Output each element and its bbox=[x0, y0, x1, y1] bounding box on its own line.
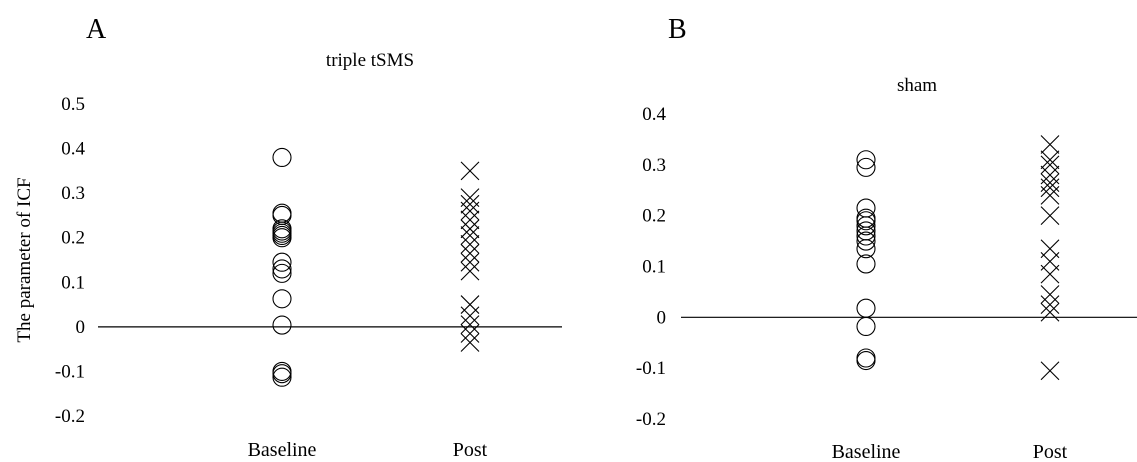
chart-a-point-circle bbox=[272, 252, 292, 272]
chart-b-point-x bbox=[1040, 178, 1060, 198]
chart-a-point-x bbox=[460, 333, 480, 352]
chart-b-panel-label: B bbox=[668, 14, 687, 45]
chart-a-point-circle bbox=[272, 367, 292, 387]
chart-b-point-circle bbox=[856, 211, 876, 231]
chart-b-point-x bbox=[1040, 285, 1060, 304]
chart-b-y-tick-label: 0 bbox=[657, 307, 667, 328]
chart-a-point-circle bbox=[272, 289, 292, 309]
chart-b-point-circle bbox=[856, 221, 876, 241]
chart-a-point-x bbox=[460, 315, 480, 335]
chart-a-y-tick-label: 0.5 bbox=[61, 94, 85, 115]
chart-b-point-circle bbox=[856, 150, 876, 170]
chart-b-category-label-baseline: Baseline bbox=[832, 441, 901, 462]
chart-b-point-x bbox=[1040, 264, 1060, 284]
chart-b-point-circle bbox=[856, 239, 876, 259]
chart-a-point-x bbox=[460, 252, 480, 272]
chart-a-y-tick-label: 0.1 bbox=[61, 272, 85, 293]
chart-b-point-x bbox=[1040, 135, 1060, 154]
chart-a-point-x bbox=[460, 226, 480, 245]
chart-b-y-tick-label: 0.4 bbox=[642, 104, 666, 125]
chart-a-y-tick-label: 0.2 bbox=[61, 228, 85, 249]
chart-a-category-label-post: Post bbox=[453, 439, 488, 461]
chart-a-point-x bbox=[460, 161, 480, 181]
chart-a-point-circle bbox=[272, 263, 292, 283]
chart-b-point-circle bbox=[856, 226, 876, 246]
chart-a-panel-label: A bbox=[86, 14, 107, 45]
chart-a-point-circle bbox=[272, 147, 292, 168]
chart-a-point-x bbox=[460, 188, 480, 207]
chart-a-point-x bbox=[460, 306, 480, 326]
chart-a-point-circle bbox=[272, 259, 292, 279]
chart-b-point-circle bbox=[856, 350, 876, 371]
chart-a-y-tick-label: -0.2 bbox=[55, 406, 85, 427]
chart-b-point-circle bbox=[856, 216, 876, 236]
chart-a-point-x bbox=[460, 235, 480, 254]
chart-b-category-label-post: Post bbox=[1033, 441, 1068, 462]
chart-a-y-tick-label: 0 bbox=[76, 317, 86, 338]
chart-b-point-x bbox=[1040, 155, 1060, 175]
chart-a-y-axis-label: The parameter of ICF bbox=[14, 177, 35, 342]
chart-a-point-x bbox=[460, 194, 480, 214]
chart-b-point-x bbox=[1040, 361, 1060, 381]
chart-a-category-label-baseline: Baseline bbox=[248, 439, 317, 461]
chart-a-y-tick-label: 0.3 bbox=[61, 183, 85, 204]
chart-b-point-circle bbox=[856, 298, 876, 318]
chart-b-y-tick-label: 0.3 bbox=[642, 155, 666, 176]
chart-a-point-x bbox=[460, 295, 480, 314]
chart-a-point-x bbox=[460, 219, 480, 239]
chart-b-point-x bbox=[1040, 302, 1060, 322]
chart-a-point-x bbox=[460, 210, 480, 230]
chart-b-title: sham bbox=[897, 75, 937, 96]
chart-b-y-tick-label: 0.1 bbox=[642, 257, 666, 278]
chart-a-point-x bbox=[460, 324, 480, 343]
chart-b-point-x bbox=[1040, 150, 1060, 170]
chart-b-point-circle bbox=[856, 316, 876, 337]
chart-a-point-x bbox=[460, 261, 480, 281]
chart-b-point-circle bbox=[856, 157, 876, 177]
chart-b-y-tick-label: -0.1 bbox=[636, 358, 666, 379]
chart-b-y-tick-label: -0.2 bbox=[636, 409, 666, 430]
chart-b-y-tick-label: 0.2 bbox=[642, 206, 666, 227]
chart-b-point-x bbox=[1040, 295, 1060, 315]
chart-a-point-circle bbox=[272, 364, 292, 384]
chart-b-point-circle bbox=[856, 254, 876, 274]
chart-a-point-circle bbox=[272, 228, 292, 248]
chart-b-point-x bbox=[1040, 206, 1060, 226]
chart-a-point-x bbox=[460, 201, 480, 221]
chart-a-y-tick-label: -0.1 bbox=[55, 361, 85, 382]
chart-b-point-x bbox=[1040, 185, 1060, 205]
chart-a-title: triple tSMS bbox=[326, 50, 414, 71]
chart-a-y-tick-label: 0.4 bbox=[61, 139, 85, 160]
chart-a-point-circle bbox=[272, 315, 292, 335]
chart-b-point-circle bbox=[856, 231, 876, 251]
chart-a-point-x bbox=[460, 243, 480, 263]
